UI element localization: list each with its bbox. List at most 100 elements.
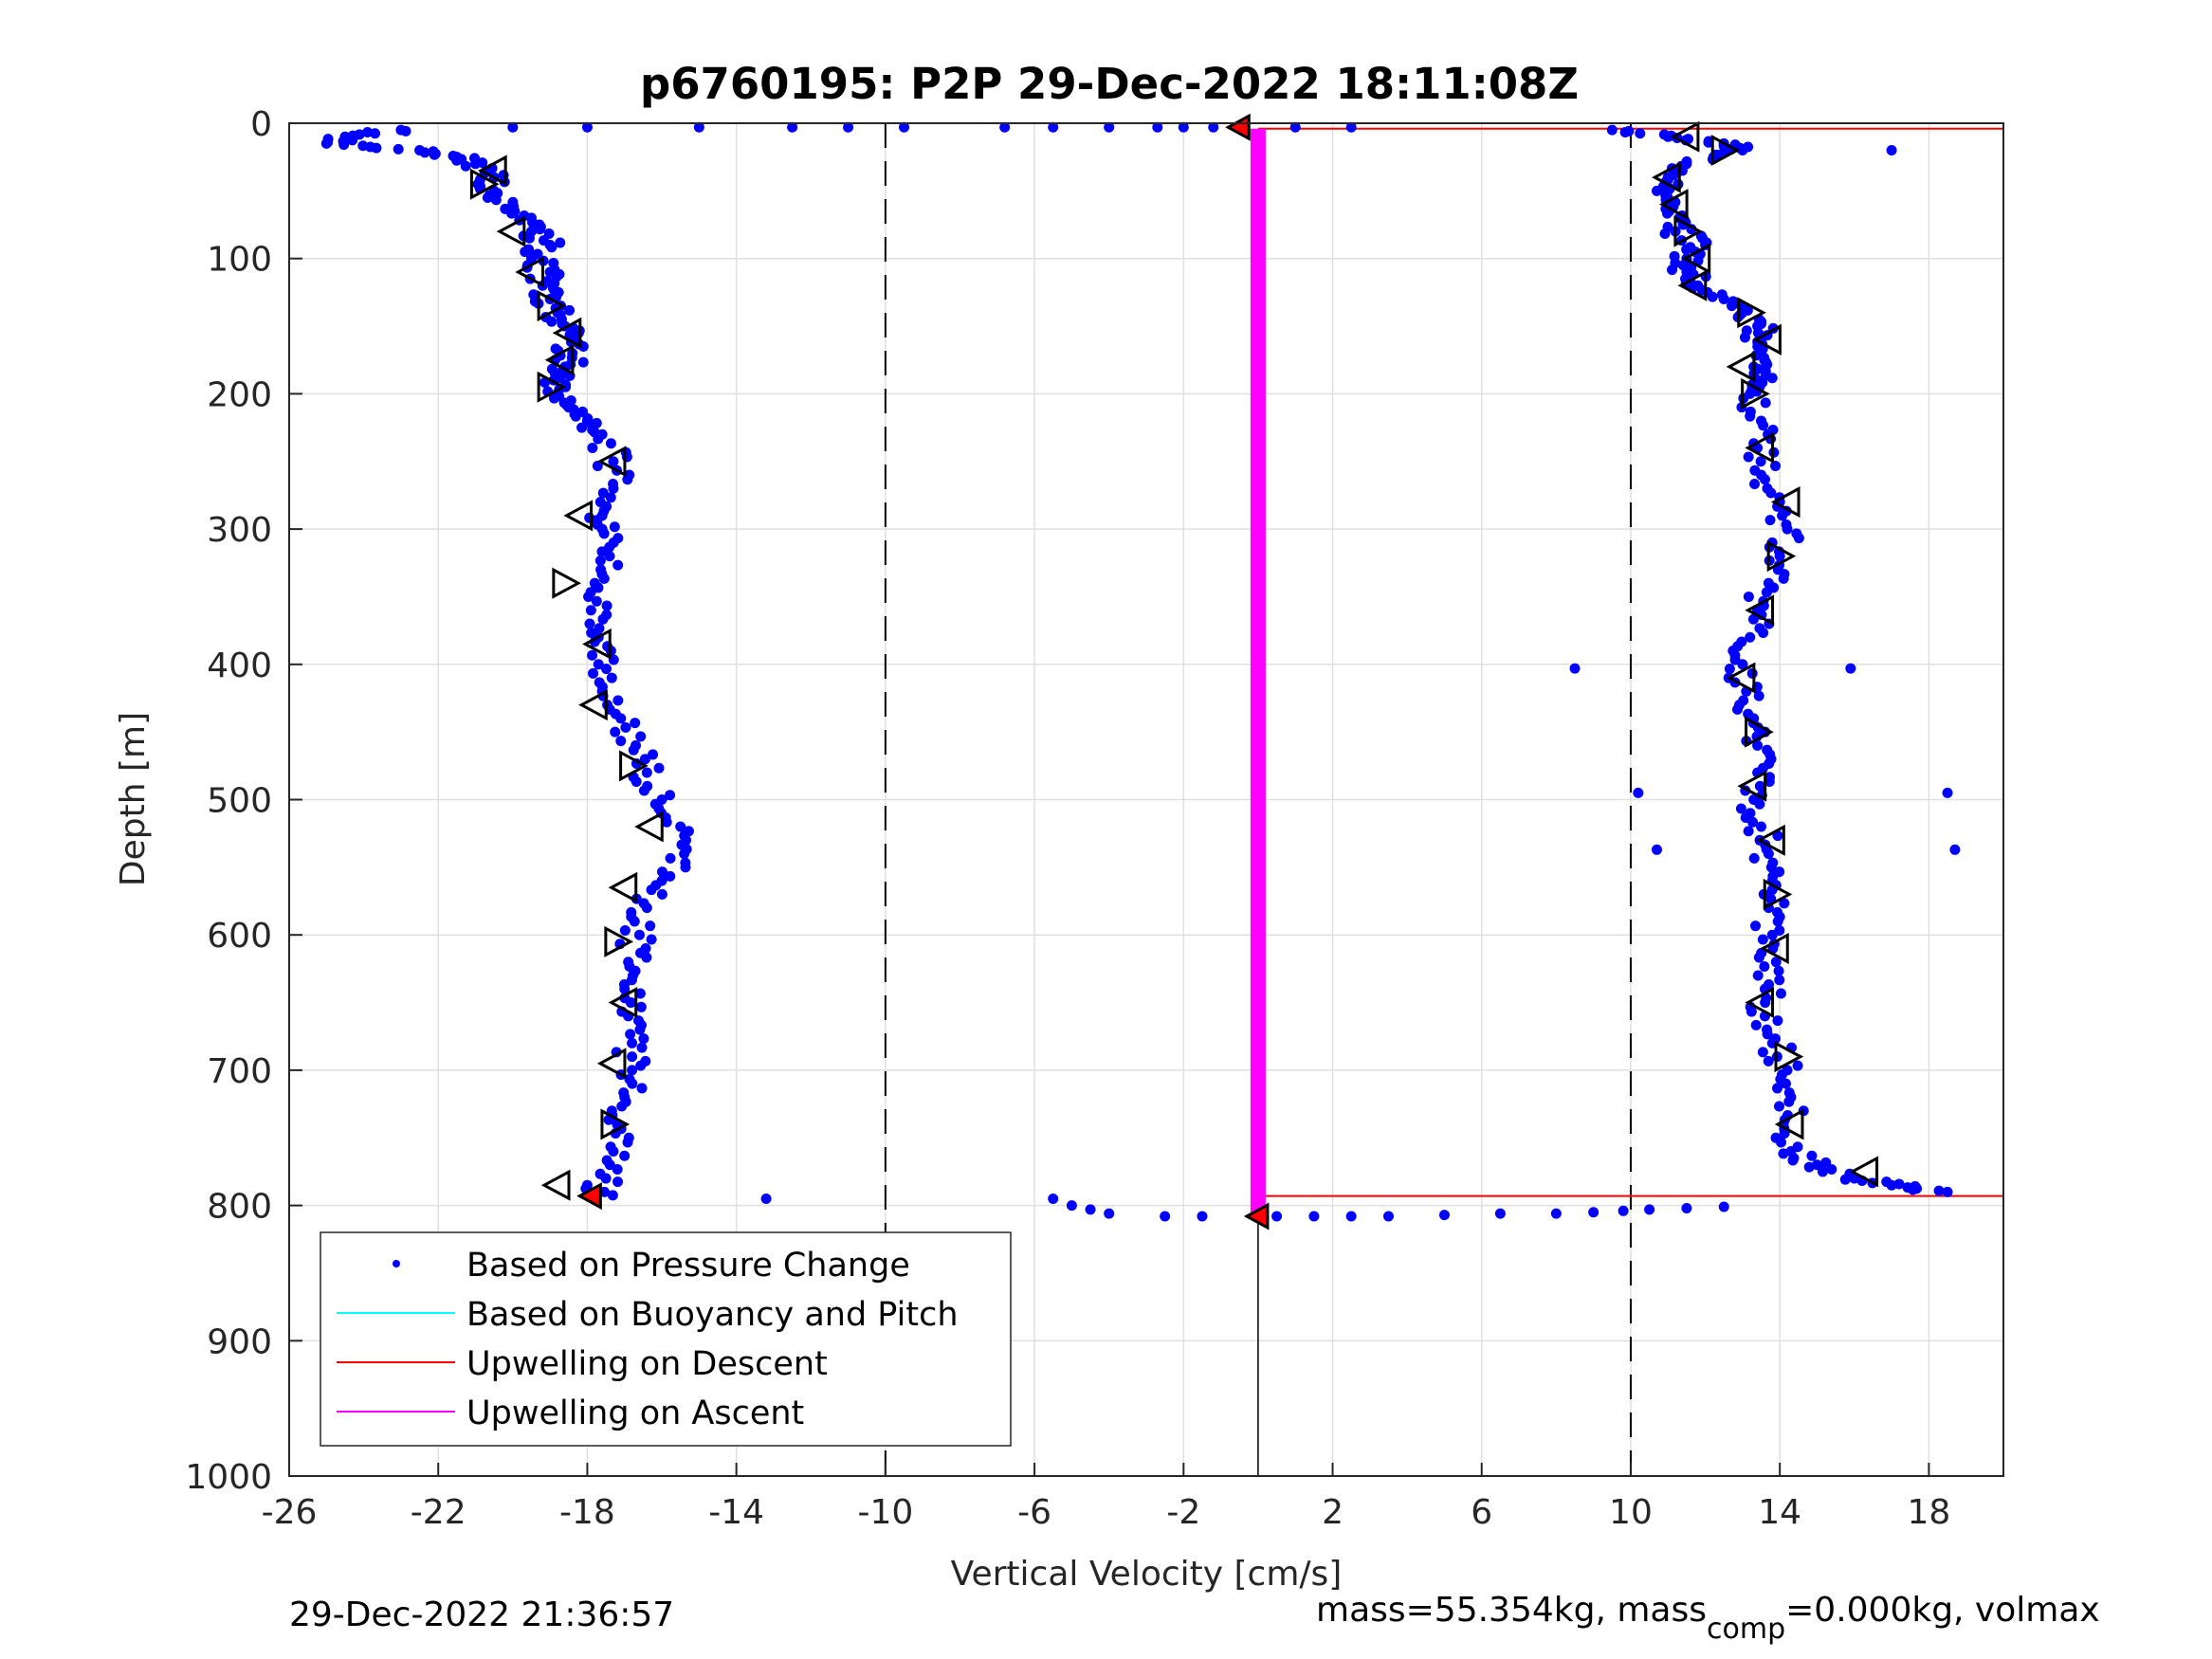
buoyancy-pitch-marker: [1774, 1041, 1804, 1073]
pressure-change-point: [1724, 664, 1735, 675]
buoyancy-pitch-marker: [1710, 135, 1741, 167]
pressure-change-point: [1707, 291, 1718, 302]
pressure-change-point: [1774, 551, 1785, 562]
pressure-change-point: [1766, 373, 1778, 384]
buoyancy-pitch-marker: [1745, 716, 1774, 748]
pressure-change-point: [631, 775, 642, 787]
buoyancy-pitch-marker: [1737, 770, 1767, 802]
pressure-change-point: [585, 605, 596, 616]
pressure-change-point: [1681, 244, 1692, 255]
pressure-change-point: [600, 664, 612, 675]
pressure-change-point: [1764, 775, 1775, 787]
pressure-change-point: [1757, 1047, 1768, 1058]
pressure-change-point: [1777, 510, 1788, 521]
pressure-change-point: [1606, 124, 1618, 136]
pressure-change-point: [1746, 1006, 1757, 1017]
upwelling-marker: [1243, 1202, 1270, 1231]
pressure-change-point: [1718, 1201, 1729, 1212]
pressure-change-point: [1750, 921, 1762, 932]
buoyancy-pitch-marker: [537, 290, 567, 322]
pressure-change-point: [1845, 663, 1856, 674]
buoyancy-pitch-marker: [563, 500, 594, 532]
pressure-change-point: [1745, 631, 1756, 643]
pressure-change-point: [1271, 1211, 1283, 1222]
pressure-change-point: [1735, 803, 1746, 814]
pressure-change-point: [1737, 659, 1748, 670]
pressure-change-point: [1747, 613, 1759, 625]
y-tick-label: 1000: [185, 1458, 272, 1497]
buoyancy-pitch-marker: [552, 567, 582, 599]
pressure-change-point: [596, 546, 608, 557]
pressure-change-point: [1667, 264, 1678, 276]
pressure-change-point: [1765, 862, 1777, 873]
pressure-change-point: [626, 975, 637, 986]
pressure-change-point: [591, 595, 602, 607]
pressure-change-point: [843, 121, 854, 133]
pressure-change-point: [546, 316, 558, 327]
buoyancy-pitch-marker: [1670, 120, 1700, 153]
pressure-change-point: [641, 952, 652, 963]
pressure-change-point: [1792, 1060, 1803, 1071]
pressure-change-point: [1494, 1208, 1506, 1219]
legend-box: [320, 1231, 1012, 1447]
x-tick-label: 6: [1471, 1493, 1492, 1532]
pressure-change-point: [1886, 145, 1897, 156]
buoyancy-pitch-marker: [1726, 662, 1756, 694]
pressure-change-point: [320, 137, 332, 149]
buoyancy-pitch-marker: [1681, 243, 1711, 275]
pressure-change-point: [470, 158, 482, 170]
pressure-change-point: [787, 121, 798, 133]
x-tick-label: -14: [708, 1493, 764, 1532]
y-tick-label: 900: [207, 1322, 272, 1361]
pressure-change-point: [1048, 1193, 1059, 1204]
pressure-change-point: [1752, 739, 1764, 751]
pressure-change-point: [693, 121, 704, 133]
pressure-change-point: [1817, 1166, 1828, 1177]
pressure-change-point: [612, 695, 624, 706]
pressure-change-point: [627, 1037, 638, 1048]
buoyancy-pitch-marker: [1745, 594, 1775, 627]
pressure-change-point: [625, 1029, 636, 1040]
pressure-change-point: [490, 194, 502, 206]
pressure-change-point: [482, 191, 493, 203]
buoyancy-pitch-marker: [544, 344, 575, 376]
pressure-change-point: [633, 929, 645, 940]
pressure-change-point: [592, 461, 603, 472]
pressure-change-point: [1949, 844, 1961, 855]
pressure-change-point: [605, 492, 616, 503]
pressure-change-point: [639, 754, 650, 765]
pressure-change-point: [634, 988, 646, 999]
pressure-change-point: [1760, 397, 1771, 409]
data-marks: [320, 113, 1961, 1231]
y-tick-label: 800: [207, 1188, 272, 1227]
pressure-change-point: [1345, 121, 1357, 133]
pressure-change-point: [645, 921, 656, 932]
legend: Based on Pressure Change Based on Buoyan…: [320, 1231, 1012, 1447]
buoyancy-pitch-marker: [478, 155, 507, 187]
pressure-change-point: [620, 721, 631, 733]
pressure-change-point: [548, 392, 559, 404]
buoyancy-pitch-marker: [1752, 323, 1782, 356]
buoyancy-pitch-marker: [1737, 297, 1766, 329]
pressure-change-point: [1152, 121, 1163, 133]
pressure-change-point: [1739, 332, 1750, 343]
pressure-change-point: [429, 149, 440, 160]
y-tick-label: 300: [207, 511, 272, 550]
pressure-change-point: [520, 246, 531, 258]
legend-entry-buoyancy: Based on Buoyancy and Pitch: [466, 1296, 959, 1334]
pressure-change-point: [619, 1150, 631, 1161]
pressure-change-point: [1775, 988, 1786, 999]
y-tick-label: 100: [207, 241, 272, 280]
pressure-change-point: [583, 591, 594, 602]
chart-title: p6760195: P2P 29-Dec-2022 18:11:08Z: [640, 59, 1579, 109]
pressure-change-point: [661, 816, 672, 828]
pressure-change-point: [604, 551, 615, 562]
pressure-change-point: [610, 726, 621, 738]
pressure-change-point: [1743, 591, 1754, 602]
pressure-change-point: [507, 121, 519, 133]
buoyancy-pitch-marker: [600, 1108, 631, 1140]
pressure-change-point: [1908, 1184, 1919, 1195]
pressure-change-point: [371, 142, 382, 154]
pressure-change-point: [1754, 798, 1765, 810]
